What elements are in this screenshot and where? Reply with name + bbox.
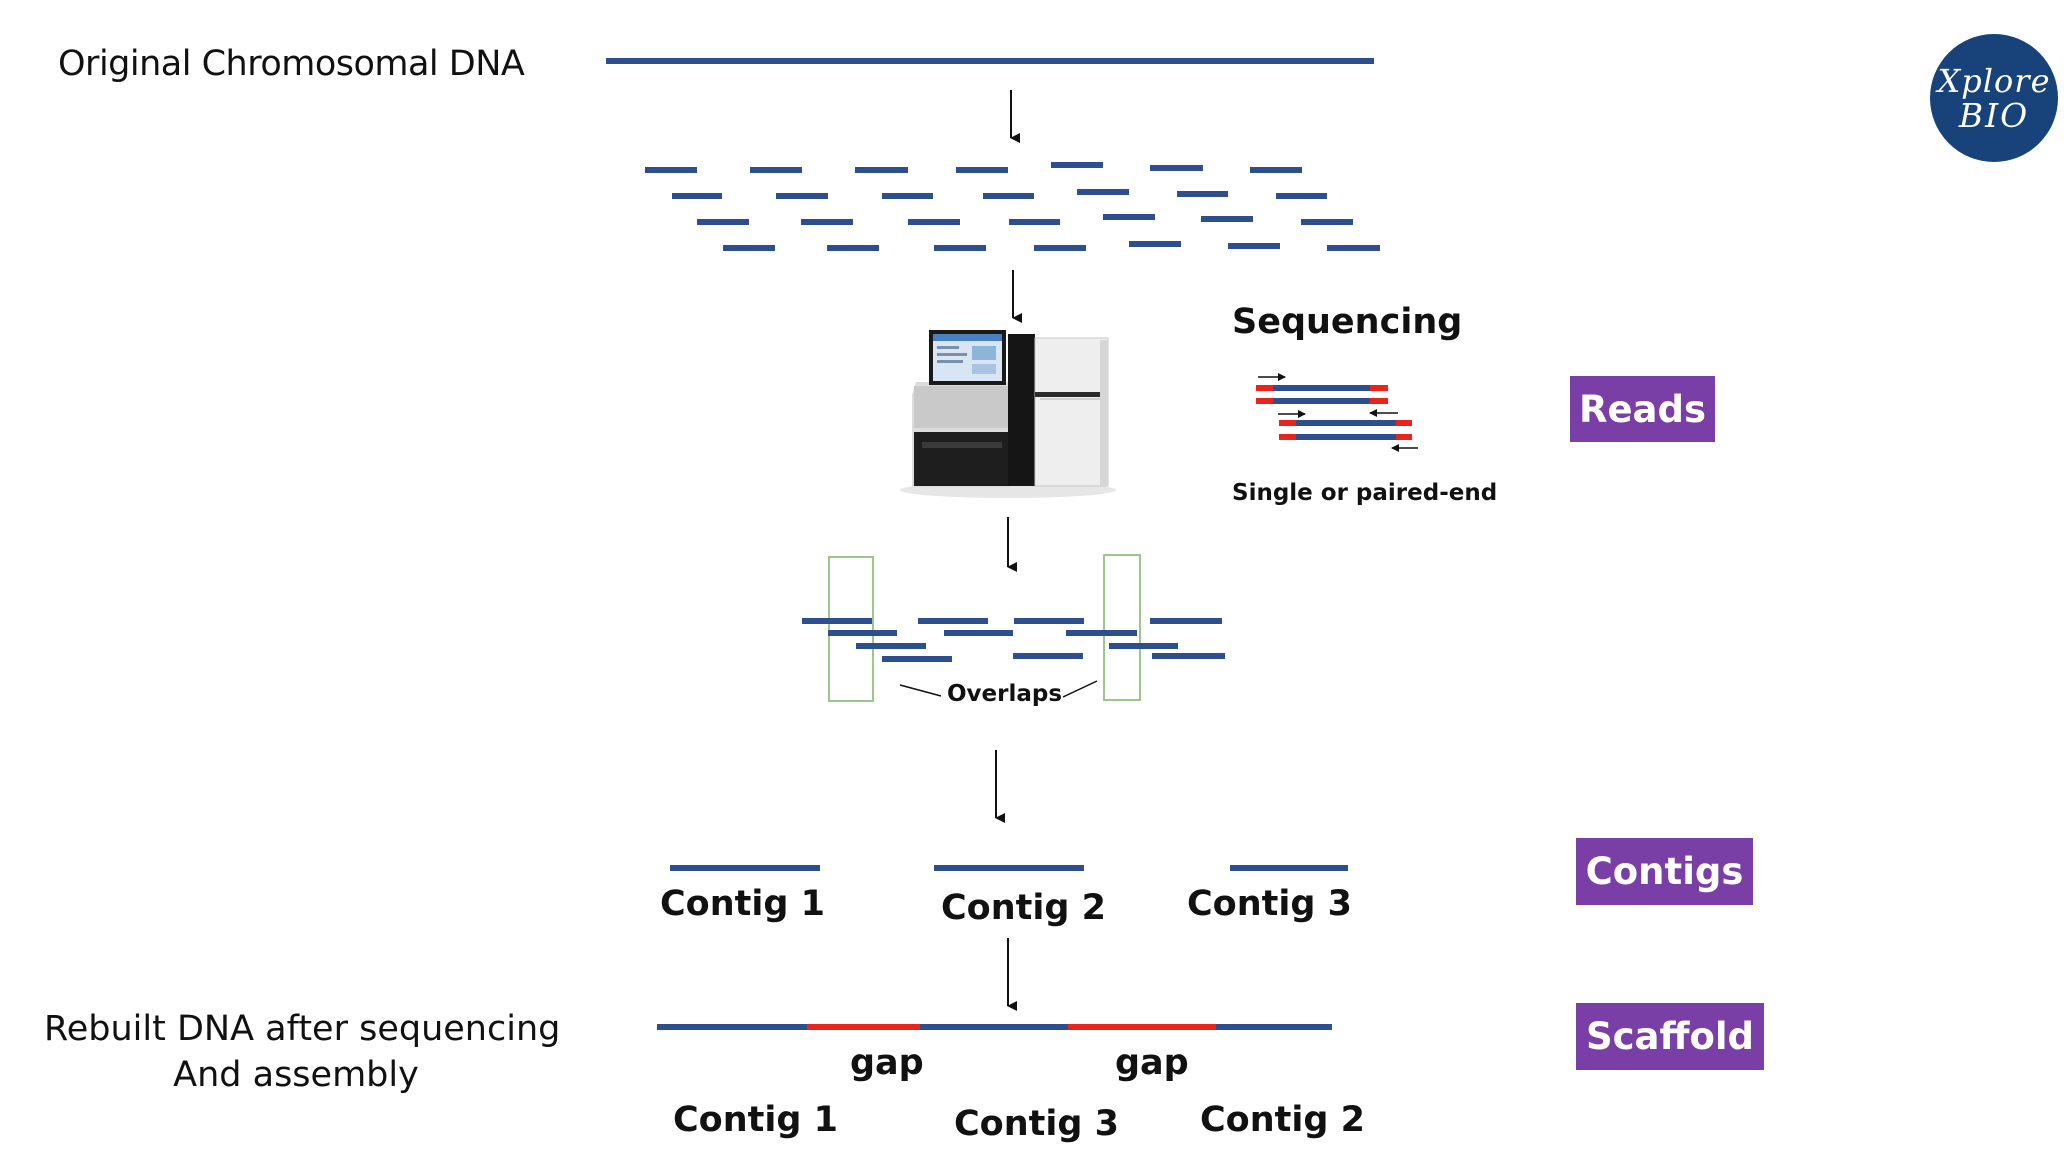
contig-3-label: Contig 3 bbox=[1187, 884, 1352, 924]
contig-1-label: Contig 1 bbox=[660, 884, 825, 924]
overlap-box bbox=[828, 556, 874, 702]
overlap-pointer bbox=[899, 684, 942, 697]
overlap-pointer bbox=[1062, 680, 1098, 698]
overlaps-label: Overlaps bbox=[947, 681, 1063, 707]
overlapping-reads bbox=[802, 618, 1225, 662]
xplore-bio-logo: Xplore BIO bbox=[1930, 34, 2058, 162]
paired-end-reads-icon bbox=[1256, 385, 1412, 440]
rebuilt-line-2: And assembly bbox=[173, 1055, 419, 1095]
overlap-box bbox=[1103, 554, 1141, 701]
single-paired-label: Single or paired-end bbox=[1232, 480, 1498, 506]
scaffold-badge: Scaffold bbox=[1576, 1003, 1764, 1070]
logo-line-2: BIO bbox=[1958, 95, 2030, 135]
reads-badge: Reads bbox=[1570, 376, 1715, 442]
read-direction-arrows bbox=[1258, 373, 1418, 452]
gap-label: gap bbox=[1115, 1043, 1189, 1083]
scaffold-contig-label: Contig 2 bbox=[1200, 1100, 1365, 1140]
gap-label: gap bbox=[850, 1043, 924, 1083]
sequencer-machine-icon bbox=[900, 330, 1116, 498]
scaffold-contig-label: Contig 3 bbox=[954, 1104, 1119, 1144]
original-dna-label: Original Chromosomal DNA bbox=[58, 44, 525, 84]
contigs-badge: Contigs bbox=[1576, 838, 1753, 905]
rebuilt-dna-label: Rebuilt DNA after sequencing And assembl… bbox=[44, 1009, 561, 1095]
logo-line-1: Xplore bbox=[1937, 61, 2051, 100]
sequencing-label: Sequencing bbox=[1232, 302, 1463, 342]
rebuilt-line-1: Rebuilt DNA after sequencing bbox=[44, 1009, 561, 1049]
dna-fragments bbox=[645, 162, 1380, 251]
scaffold-contig-label: Contig 1 bbox=[673, 1100, 838, 1140]
contig-2-label: Contig 2 bbox=[941, 888, 1106, 928]
